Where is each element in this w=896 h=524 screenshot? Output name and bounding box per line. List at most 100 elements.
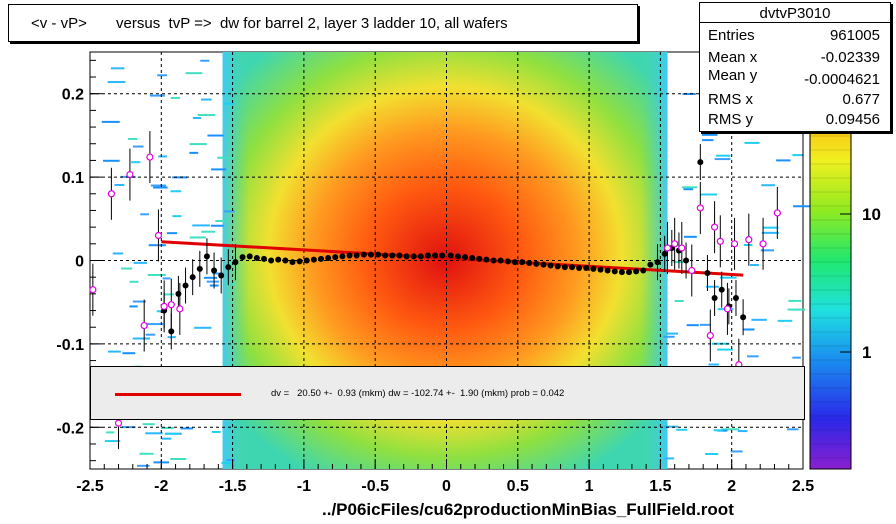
data-point [424, 252, 431, 259]
density-cell [713, 429, 724, 432]
data-point [476, 255, 483, 262]
data-point [275, 256, 282, 263]
data-point [225, 264, 232, 271]
data-point [732, 295, 739, 302]
data-point [396, 252, 403, 259]
density-cell [683, 235, 697, 238]
data-point [462, 254, 469, 261]
data-point [325, 254, 332, 261]
stats-divider [700, 22, 890, 23]
density-cell [699, 193, 718, 196]
density-cell [110, 67, 125, 70]
stats-row-entries: Entries 961005 [708, 27, 880, 47]
x-axis-label: ../P06icFiles/cu62productionMinBias_Full… [322, 500, 734, 519]
density-cell [145, 323, 164, 326]
data-point [740, 314, 747, 321]
density-cell [140, 213, 149, 216]
data-point [175, 290, 182, 297]
density-cell [129, 280, 139, 283]
chart-title-box: <v - vP> versus tvP => dw for barrel 2, … [8, 4, 638, 42]
stats-label: Mean x [708, 49, 758, 66]
x-tick-label: 1.5 [649, 478, 671, 495]
density-cell [160, 426, 174, 429]
data-point [218, 272, 225, 279]
density-cell [225, 282, 236, 285]
data-point-open [696, 204, 704, 212]
data-point-open [160, 302, 168, 310]
stats-row-rms-y: RMS y 0.09456 [708, 111, 880, 131]
density-cell [201, 230, 216, 233]
density-cell [170, 457, 187, 460]
data-point [704, 270, 711, 277]
data-point [590, 265, 597, 272]
density-cell [224, 210, 235, 213]
density-cell [153, 186, 168, 189]
stats-value: 961005 [829, 27, 880, 44]
density-cell [194, 326, 212, 329]
density-cell [699, 323, 711, 326]
density-cell [730, 450, 743, 453]
data-point [583, 265, 590, 272]
stats-row-mean-x: Mean x -0.02339 [708, 49, 880, 69]
density-cell [751, 318, 767, 321]
data-point-open [663, 244, 672, 252]
density-cell [104, 440, 121, 443]
data-point [697, 159, 704, 166]
data-point [454, 253, 461, 260]
density-cell [170, 190, 182, 193]
density-cell [788, 299, 802, 302]
y-tick-label: 0.2 [62, 87, 84, 104]
data-point [511, 259, 518, 266]
density-cell [170, 96, 180, 99]
density-cell [106, 431, 115, 434]
density-cell [686, 324, 699, 327]
density-cell [682, 186, 698, 189]
data-point [561, 264, 568, 271]
data-point [268, 257, 275, 264]
density-cell [200, 98, 212, 101]
data-point [360, 251, 367, 258]
y-tick-label: 0.1 [62, 170, 84, 187]
stats-value: -0.02339 [820, 49, 880, 66]
x-tick-label: -1.5 [219, 478, 247, 495]
fit-line-segment [161, 240, 744, 277]
density-cell [114, 183, 125, 186]
density-cell [674, 299, 684, 302]
density-cell [717, 348, 733, 351]
stats-name: dvtvP3010 [759, 5, 831, 22]
density-cell [719, 276, 737, 279]
density-cell [166, 232, 178, 235]
data-point-open [730, 240, 739, 248]
x-tick-label: -2 [154, 478, 168, 495]
data-point [168, 328, 175, 335]
stats-row-mean-y: Mean y -0.0004621 [708, 67, 880, 88]
density-cell [189, 151, 199, 154]
data-point-open [140, 321, 148, 330]
density-cell [189, 236, 206, 239]
data-point [289, 259, 296, 266]
density-cell [721, 428, 740, 431]
fit-line [161, 240, 744, 277]
density-cell [197, 114, 216, 117]
data-point [432, 252, 439, 259]
density-cell [777, 319, 793, 322]
data-point [469, 254, 476, 261]
data-point-open [89, 286, 97, 294]
density-cell [192, 117, 202, 120]
density-cell [101, 120, 120, 123]
stats-value: 0.677 [842, 91, 880, 108]
density-cell [131, 161, 141, 164]
density-cell [786, 428, 799, 431]
data-point [640, 267, 647, 274]
data-point [711, 295, 718, 302]
data-point [633, 268, 640, 275]
data-point [296, 258, 303, 265]
density-cell [683, 188, 694, 191]
x-tick-label: 1 [585, 478, 594, 495]
data-point [568, 264, 575, 271]
data-point [718, 286, 725, 293]
density-cell [162, 437, 172, 440]
data-point-open [154, 231, 163, 240]
density-cell [226, 459, 235, 462]
density-cell [185, 72, 203, 75]
